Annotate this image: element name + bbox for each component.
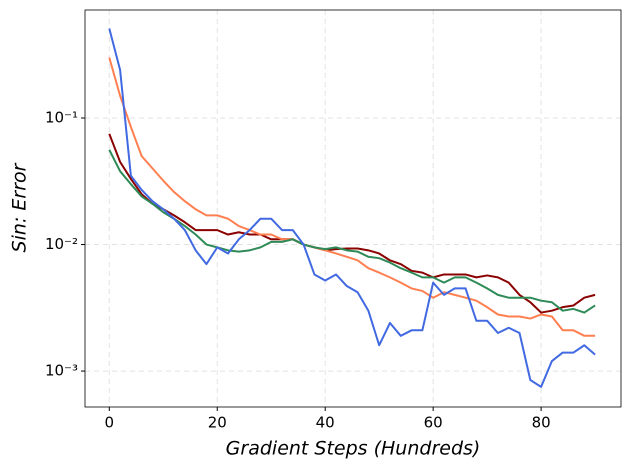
line-series	[108, 133, 596, 314]
x-tick-label: 40	[316, 414, 335, 432]
x-tick-label: 60	[424, 414, 443, 432]
line-series	[108, 28, 596, 388]
y-tick-label: 10⁻²	[45, 235, 78, 253]
x-tick-label: 20	[208, 414, 227, 432]
y-tick-label: 10⁻¹	[45, 109, 78, 127]
x-tick-label: 0	[105, 414, 115, 432]
y-axis-title: Sin: Error	[9, 162, 31, 252]
x-axis-title: Gradient Steps (Hundreds)	[226, 438, 481, 460]
plot-frame	[84, 9, 622, 408]
x-tick-label: 80	[532, 414, 551, 432]
y-tick-label: 10⁻³	[45, 362, 78, 380]
line-series	[108, 149, 596, 314]
line-series	[108, 57, 596, 337]
